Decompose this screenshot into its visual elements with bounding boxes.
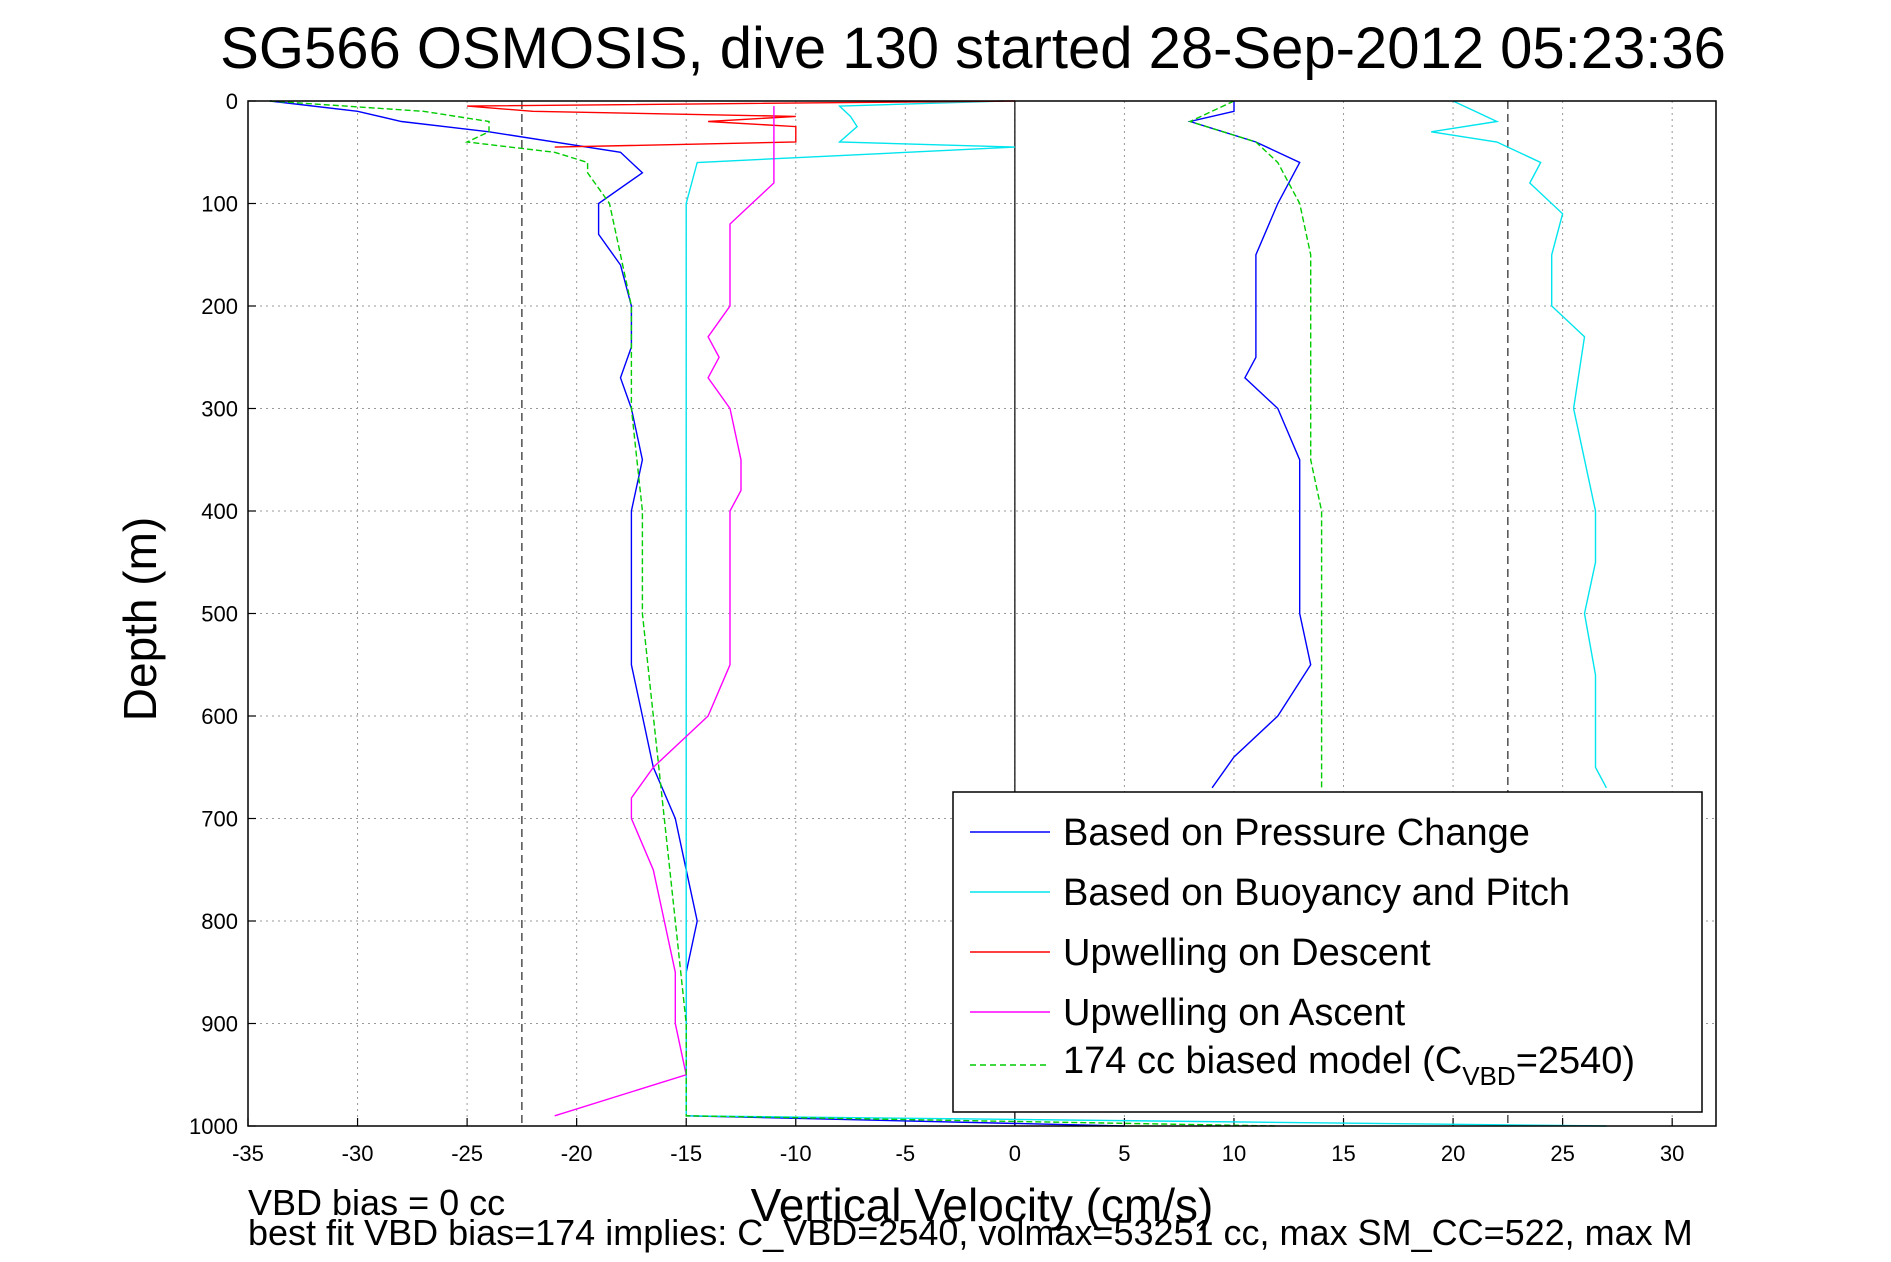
- x-tick-label: 10: [1222, 1141, 1246, 1166]
- x-tick-label: -15: [670, 1141, 702, 1166]
- x-tick-label: -30: [342, 1141, 374, 1166]
- legend-label-upwelling-descent: Upwelling on Descent: [1063, 932, 1431, 974]
- series-line-pressure_descent: [269, 100, 1125, 1127]
- x-tick-label: -5: [896, 1141, 916, 1166]
- x-tick-label: 20: [1441, 1141, 1465, 1166]
- legend-label-model-pre: 174 cc biased model (C: [1063, 1040, 1462, 1082]
- series-line-buoyancy_ascent: [1431, 100, 1608, 789]
- series-line-buoyancy_descent: [685, 100, 1607, 1127]
- y-tick-labels: 0 100 200 300 400 500 600 700 800 900 1000: [189, 89, 238, 1139]
- y-axis-label: Depth (m): [114, 517, 166, 721]
- plot-frame: [247, 100, 1717, 1127]
- x-tick-label: 0: [1009, 1141, 1021, 1166]
- footnote-vbd-bias: VBD bias = 0 cc: [248, 1182, 505, 1223]
- x-tick-label: -25: [451, 1141, 483, 1166]
- legend-label-pressure: Based on Pressure Change: [1063, 812, 1530, 854]
- chart-title: SG566 OSMOSIS, dive 130 started 28-Sep-2…: [220, 16, 1726, 81]
- legend-label-model: 174 cc biased model (CVBD=2540): [1063, 1040, 1635, 1091]
- x-tick-label: -10: [780, 1141, 812, 1166]
- legend-box: [952, 791, 1703, 1113]
- y-tick-label: 900: [201, 1012, 238, 1037]
- series-line-model_ascent: [1188, 100, 1323, 788]
- y-tick-label: 1000: [189, 1114, 238, 1139]
- x-tick-label: 25: [1550, 1141, 1574, 1166]
- series-line-up_ascent: [554, 106, 775, 1117]
- x-tick-label: 15: [1331, 1141, 1355, 1166]
- x-tick-labels: -35 -30 -25 -20 -15 -10 -5 0 5 10 15 20 25 30: [232, 1141, 1684, 1166]
- legend: Based on Pressure Change Based on Buoyan…: [952, 791, 1703, 1113]
- y-tick-label: 500: [201, 602, 238, 627]
- y-tick-label: 700: [201, 807, 238, 832]
- x-tick-label: 30: [1660, 1141, 1684, 1166]
- x-tick-label: -35: [232, 1141, 264, 1166]
- legend-label-buoyancy: Based on Buoyancy and Pitch: [1063, 872, 1570, 914]
- series-line-pressure_ascent: [1187, 101, 1312, 789]
- series-line-up_descent: [467, 100, 1015, 148]
- series-line-model_descent: [269, 100, 1278, 1127]
- y-tick-label: 400: [201, 499, 238, 524]
- x-axis-label: Vertical Velocity (cm/s): [751, 1179, 1214, 1231]
- y-tick-label: 300: [201, 397, 238, 422]
- y-tick-label: 600: [201, 704, 238, 729]
- y-tick-label: 200: [201, 294, 238, 319]
- x-tick-label: -20: [561, 1141, 593, 1166]
- series-lines: [269, 100, 1608, 1127]
- legend-label-upwelling-ascent: Upwelling on Ascent: [1063, 992, 1406, 1034]
- legend-label-model-post: =2540): [1516, 1040, 1635, 1082]
- y-tick-label: 800: [201, 909, 238, 934]
- footnote-best-fit: best fit VBD bias=174 implies: C_VBD=254…: [248, 1212, 1693, 1253]
- legend-label-model-sub: VBD: [1462, 1061, 1515, 1091]
- y-tick-label: 0: [226, 89, 238, 114]
- y-tick-label: 100: [201, 192, 238, 217]
- x-tick-label: 5: [1118, 1141, 1130, 1166]
